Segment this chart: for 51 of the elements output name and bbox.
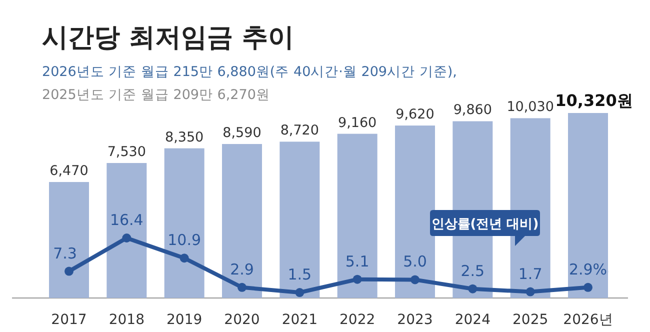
bar <box>337 134 378 298</box>
bar <box>106 163 147 298</box>
point <box>352 274 362 284</box>
data-label: 1.7 <box>518 264 542 283</box>
data-label: 6,470 <box>50 163 88 180</box>
point <box>122 234 132 242</box>
data-label: 8,720 <box>280 122 319 139</box>
bar <box>164 148 204 298</box>
bar <box>49 182 89 298</box>
text: 2025년도 기준 월급 209만 6,270원 <box>42 87 270 103</box>
data-label: 7.3 <box>53 244 77 262</box>
data-label: 7,530 <box>107 144 146 160</box>
point <box>238 282 246 292</box>
chart-title: 시간당 최저임금 추이 <box>42 23 294 53</box>
data-label: 16.4 <box>110 211 144 229</box>
point <box>468 284 478 294</box>
x-tick-label: 2024 <box>454 312 491 328</box>
data-label: 8,590 <box>222 125 262 142</box>
x-tick-label: 2017 <box>51 312 87 328</box>
series-callout: 인상률(전년 대비) <box>430 210 540 246</box>
x-tick-label: 2021 <box>282 312 318 328</box>
data-label: 9,620 <box>396 106 434 123</box>
data-label: 5.0 <box>403 252 427 271</box>
data-label: 10.9 <box>168 231 202 250</box>
point <box>295 288 304 298</box>
x-tick-label: 2020 <box>224 312 260 328</box>
chart-subtitle: 2026년도 기준 월급 215만 6,880원(주 40시간·월 209시간 기준), <box>42 64 457 80</box>
data-label: 8,350 <box>165 129 204 146</box>
bar <box>568 113 608 298</box>
x-tick-label: 2018 <box>108 312 144 328</box>
x-tick-label: 2023 <box>397 312 433 328</box>
x-tick-label: 2022 <box>340 312 376 328</box>
x-tick-label: 2026년 <box>563 312 613 328</box>
point <box>180 254 189 263</box>
data-label: 2.5 <box>460 262 485 280</box>
bar <box>280 142 320 298</box>
bar <box>222 144 262 298</box>
data-label: 2.9 <box>230 260 254 278</box>
data-label: 1.5 <box>288 266 312 284</box>
data-label: 5.1 <box>345 252 370 270</box>
data-label: 10,030 <box>506 99 554 116</box>
point <box>584 282 592 292</box>
data-label: 9,160 <box>338 114 377 131</box>
data-label: 10,320원 <box>555 91 633 110</box>
x-tick-label: 2025 <box>512 312 548 328</box>
point <box>526 287 535 296</box>
point <box>64 266 74 276</box>
x-tick-label: 2019 <box>166 312 202 328</box>
point <box>410 275 420 284</box>
data-label: 2.9% <box>568 260 608 278</box>
data-label: 9,860 <box>453 102 492 118</box>
